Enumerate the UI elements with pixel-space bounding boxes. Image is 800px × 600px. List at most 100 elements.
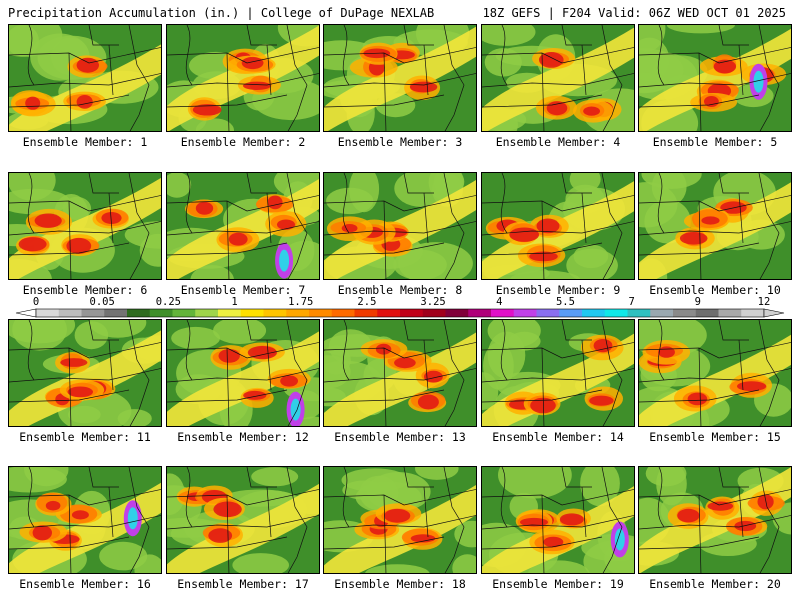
colorbar-swatch — [491, 309, 515, 317]
map-panel-17 — [166, 466, 320, 574]
panel-label: Ensemble Member: 19 — [492, 577, 624, 591]
panel-label: Ensemble Member: 2 — [180, 135, 306, 149]
colorbar-swatch — [559, 309, 583, 317]
colorbar-swatch — [400, 309, 424, 317]
panel-label: Ensemble Member: 3 — [337, 135, 463, 149]
precip-map — [9, 320, 161, 426]
panel-label: Ensemble Member: 17 — [177, 577, 309, 591]
panel-label: Ensemble Member: 8 — [337, 283, 463, 297]
map-panel-2 — [166, 24, 320, 132]
panel-label: Ensemble Member: 18 — [334, 577, 466, 591]
panel-label: Ensemble Member: 9 — [495, 283, 621, 297]
colorbar-swatch — [354, 309, 378, 317]
colorbar-swatch — [58, 309, 82, 317]
colorbar-swatch — [604, 309, 628, 317]
colorbar-swatch — [195, 309, 219, 317]
colorbar-swatch — [445, 309, 469, 317]
precip-map — [482, 173, 634, 279]
colorbar-swatch — [513, 309, 537, 317]
precip-map — [324, 320, 476, 426]
precip-map — [324, 173, 476, 279]
map-panel-12 — [166, 319, 320, 427]
colorbar-scale — [15, 308, 785, 318]
map-panel-14 — [481, 319, 635, 427]
colorbar-swatch — [582, 309, 606, 317]
panel-label: Ensemble Member: 13 — [334, 430, 466, 444]
map-panel-20 — [638, 466, 792, 574]
map-panel-8 — [323, 172, 477, 280]
colorbar-swatch — [695, 309, 719, 317]
colorbar-swatch — [240, 309, 264, 317]
colorbar-swatch — [149, 309, 173, 317]
colorbar-right-arrow — [763, 308, 785, 318]
precip-map — [167, 320, 319, 426]
colorbar-swatch — [673, 309, 697, 317]
colorbar-swatch — [36, 309, 60, 317]
title-left: Precipitation Accumulation (in.) | Colle… — [8, 6, 435, 20]
colorbar-swatch — [377, 309, 401, 317]
map-panel-3 — [323, 24, 477, 132]
map-panel-10 — [638, 172, 792, 280]
precip-map — [482, 467, 634, 573]
colorbar-swatch — [422, 309, 446, 317]
precip-map — [639, 25, 791, 131]
panel-label: Ensemble Member: 12 — [177, 430, 309, 444]
panel-label: Ensemble Member: 10 — [649, 283, 781, 297]
colorbar-swatch — [331, 309, 355, 317]
precip-map — [639, 467, 791, 573]
map-panel-1 — [8, 24, 162, 132]
colorbar-tick-label: 2.5 — [357, 296, 377, 308]
precip-map — [639, 173, 791, 279]
map-panel-9 — [481, 172, 635, 280]
colorbar-tick-label: 12 — [757, 296, 771, 308]
precip-map — [167, 173, 319, 279]
panel-label: Ensemble Member: 11 — [19, 430, 151, 444]
colorbar-tick-label: 9 — [694, 296, 701, 308]
colorbar-left-arrow — [15, 308, 37, 318]
precip-map — [167, 25, 319, 131]
map-panel-11 — [8, 319, 162, 427]
map-panel-19 — [481, 466, 635, 574]
colorbar-tick-label: 5.5 — [555, 296, 575, 308]
panel-label: Ensemble Member: 4 — [495, 135, 621, 149]
precip-map — [482, 320, 634, 426]
colorbar-swatch — [104, 309, 128, 317]
precip-map — [324, 25, 476, 131]
precip-map — [482, 25, 634, 131]
map-panel-13 — [323, 319, 477, 427]
colorbar-swatch — [718, 309, 742, 317]
colorbar-swatch — [172, 309, 196, 317]
colorbar-swatch — [650, 309, 674, 317]
colorbar-swatch — [627, 309, 651, 317]
colorbar-swatch — [218, 309, 242, 317]
panel-label: Ensemble Member: 1 — [22, 135, 148, 149]
title-right: 18Z GEFS | F204 Valid: 06Z WED OCT 01 20… — [482, 6, 786, 20]
colorbar-swatch — [309, 309, 333, 317]
panel-label: Ensemble Member: 7 — [180, 283, 306, 297]
colorbar-tick-label: 1 — [231, 296, 238, 308]
precip-map — [9, 173, 161, 279]
map-panel-4 — [481, 24, 635, 132]
map-panel-7 — [166, 172, 320, 280]
panel-label: Ensemble Member: 14 — [492, 430, 624, 444]
colorbar-swatch — [286, 309, 310, 317]
colorbar-tick-label: 4 — [496, 296, 503, 308]
precip-map — [9, 467, 161, 573]
colorbar-tick-label: 3.25 — [420, 296, 446, 308]
colorbar-swatch — [263, 309, 287, 317]
precip-map — [639, 320, 791, 426]
precip-map — [324, 467, 476, 573]
colorbar-tick-label: 0.05 — [89, 296, 115, 308]
map-panel-18 — [323, 466, 477, 574]
colorbar-swatch — [468, 309, 492, 317]
colorbar-swatch — [536, 309, 560, 317]
panel-label: Ensemble Member: 20 — [649, 577, 781, 591]
map-panel-6 — [8, 172, 162, 280]
panel-label: Ensemble Member: 16 — [19, 577, 151, 591]
colorbar-swatch — [741, 309, 765, 317]
precip-map — [9, 25, 161, 131]
colorbar: 0 0.05 0.25 1 1.75 2.5 3.25 4 5.5 7 9 12 — [0, 296, 800, 320]
panel-label: Ensemble Member: 15 — [649, 430, 781, 444]
colorbar-tick-label: 0 — [32, 296, 40, 308]
colorbar-swatch — [127, 309, 151, 317]
